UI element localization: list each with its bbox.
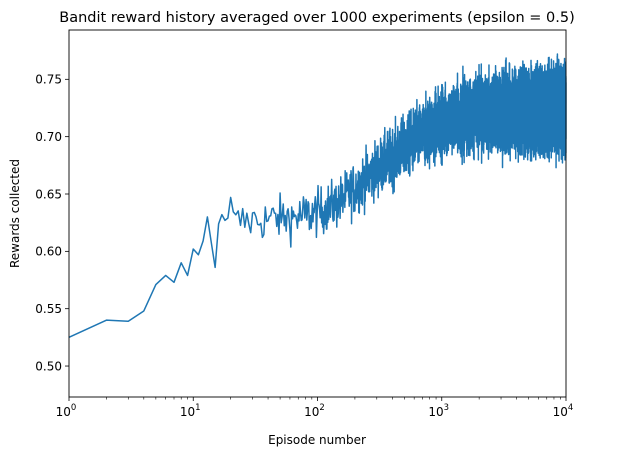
x-axis: 100 101 102 103 104 (56, 397, 574, 419)
y-tick-label: 0.65 (35, 187, 62, 201)
x-tick-label: 103 (428, 403, 449, 419)
y-tick-label: 0.55 (35, 302, 62, 316)
x-axis-label: Episode number (268, 433, 366, 447)
y-tick-label: 0.75 (35, 73, 62, 87)
x-tick-label: 102 (304, 403, 325, 419)
y-tick-label: 0.70 (35, 130, 62, 144)
chart-title: Bandit reward history averaged over 1000… (59, 10, 574, 26)
y-axis: 0.50 0.55 0.60 0.65 0.70 0.75 (35, 73, 69, 373)
x-tick-label: 101 (180, 403, 201, 419)
x-tick-label: 104 (553, 403, 574, 419)
series-line-rewards (68, 53, 567, 339)
x-tick-label: 100 (56, 403, 77, 419)
plot-area (68, 29, 567, 398)
y-tick-label: 0.60 (35, 245, 62, 259)
y-axis-label: Rewards collected (8, 159, 22, 268)
y-tick-label: 0.50 (35, 359, 62, 373)
